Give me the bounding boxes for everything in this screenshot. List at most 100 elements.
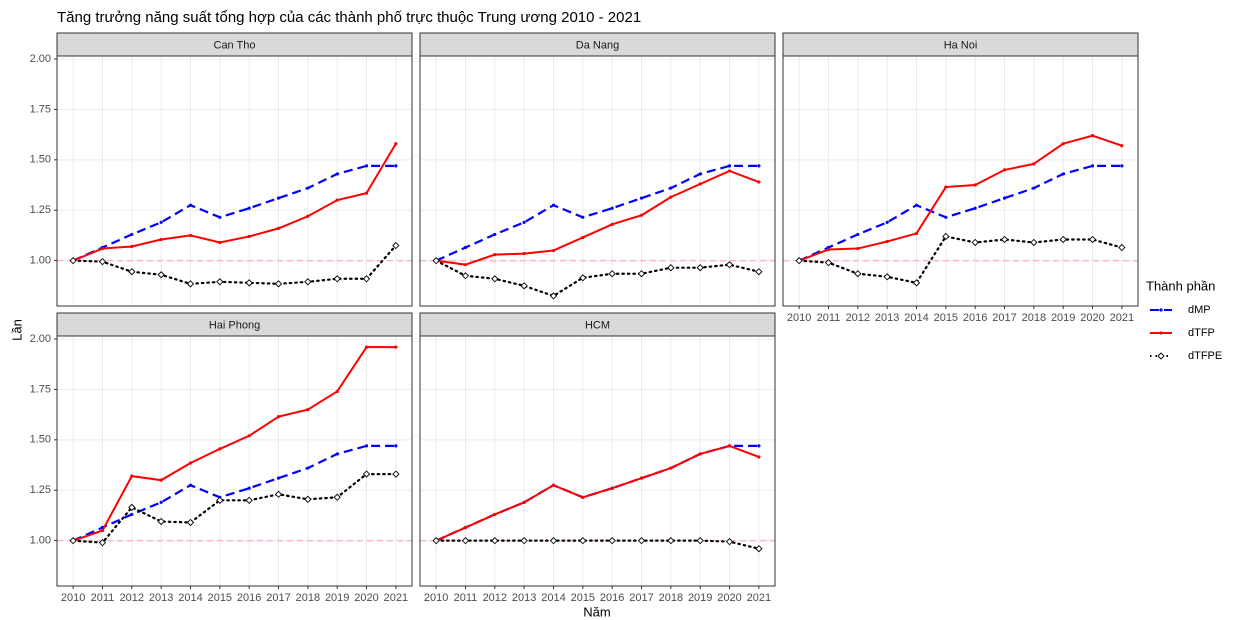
marker	[274, 280, 283, 288]
marker	[335, 389, 339, 394]
marker	[216, 496, 224, 504]
panel-background	[420, 336, 775, 586]
x-axis-label: Năm	[583, 604, 610, 619]
marker	[335, 198, 339, 202]
facet-title: Da Nang	[576, 39, 619, 51]
marker	[727, 164, 732, 168]
marker	[247, 486, 251, 490]
marker	[698, 452, 702, 456]
x-tick-label: 2017	[629, 592, 653, 604]
panel-border	[56, 335, 413, 587]
marker	[696, 264, 704, 272]
marker	[306, 214, 310, 218]
marker	[392, 241, 400, 250]
x-tick-label: 2012	[846, 312, 870, 324]
marker	[549, 292, 558, 300]
marker	[218, 240, 222, 245]
marker	[306, 466, 310, 470]
series-line	[435, 539, 760, 550]
x-tick-label: 2010	[61, 592, 85, 604]
y-tick-label: 2.00	[30, 53, 51, 65]
marker	[463, 263, 468, 267]
marker	[362, 470, 371, 478]
marker	[854, 270, 862, 278]
x-tick-label: 2021	[384, 592, 408, 604]
x-tick-label: 2016	[600, 592, 624, 604]
marker	[1059, 235, 1067, 244]
marker	[245, 496, 253, 504]
y-tick-label: 1.00	[30, 535, 51, 547]
x-tick-label: 2012	[120, 592, 144, 604]
marker	[1120, 144, 1124, 148]
marker	[608, 270, 616, 278]
marker	[335, 452, 339, 456]
series-line	[798, 235, 1123, 285]
marker	[1118, 243, 1126, 252]
marker	[914, 203, 919, 207]
marker	[856, 246, 860, 251]
y-tick-label: 1.25	[30, 484, 51, 496]
panel-border	[419, 335, 776, 587]
series-line	[72, 164, 396, 262]
marker	[883, 273, 891, 281]
marker	[971, 238, 979, 247]
marker	[333, 275, 341, 283]
marker	[461, 537, 470, 545]
marker	[394, 142, 398, 146]
x-tick-label: 2015	[571, 592, 595, 604]
x-tick-label: 2012	[483, 592, 507, 604]
marker	[362, 275, 371, 283]
x-tick-label: 2021	[1110, 312, 1134, 324]
marker	[610, 222, 614, 226]
marker	[696, 537, 704, 545]
marker	[304, 495, 312, 503]
series-line	[72, 244, 397, 285]
marker	[669, 195, 673, 199]
marker	[306, 407, 310, 412]
y-tick-label: 1.75	[30, 103, 51, 115]
series-line	[435, 164, 759, 262]
x-tick-label: 2019	[325, 592, 349, 604]
marker	[856, 232, 860, 237]
marker	[637, 270, 646, 278]
marker	[218, 215, 222, 219]
marker	[394, 164, 398, 168]
marker	[581, 495, 585, 499]
marker	[364, 191, 369, 195]
marker	[247, 206, 251, 210]
marker	[130, 474, 134, 478]
marker	[247, 234, 251, 239]
marker	[522, 251, 526, 256]
marker	[551, 248, 556, 253]
x-tick-label: 2018	[1022, 312, 1046, 324]
marker	[1159, 331, 1163, 335]
marker	[159, 500, 163, 504]
marker	[757, 455, 761, 459]
x-tick-label: 2013	[149, 592, 173, 604]
facet-title: HCM	[585, 319, 610, 331]
marker	[1088, 235, 1097, 244]
marker	[491, 537, 499, 545]
marker	[826, 247, 831, 252]
marker	[364, 444, 369, 448]
x-tick-label: 2014	[904, 312, 928, 324]
marker	[491, 275, 499, 283]
marker	[549, 537, 558, 545]
x-tick-label: 2014	[541, 592, 565, 604]
marker	[1032, 186, 1036, 190]
marker	[944, 215, 948, 219]
marker	[669, 186, 673, 190]
x-tick-label: 2013	[875, 312, 899, 324]
series-line	[72, 473, 397, 544]
marker	[579, 274, 587, 282]
marker	[98, 539, 107, 547]
marker	[276, 415, 281, 419]
marker	[1061, 142, 1065, 146]
marker	[69, 537, 77, 545]
x-tick-label: 2011	[454, 592, 478, 604]
legend-label: dMP	[1188, 304, 1211, 316]
marker	[1000, 235, 1009, 244]
marker	[159, 220, 163, 224]
marker	[551, 203, 556, 207]
marker	[69, 257, 77, 265]
